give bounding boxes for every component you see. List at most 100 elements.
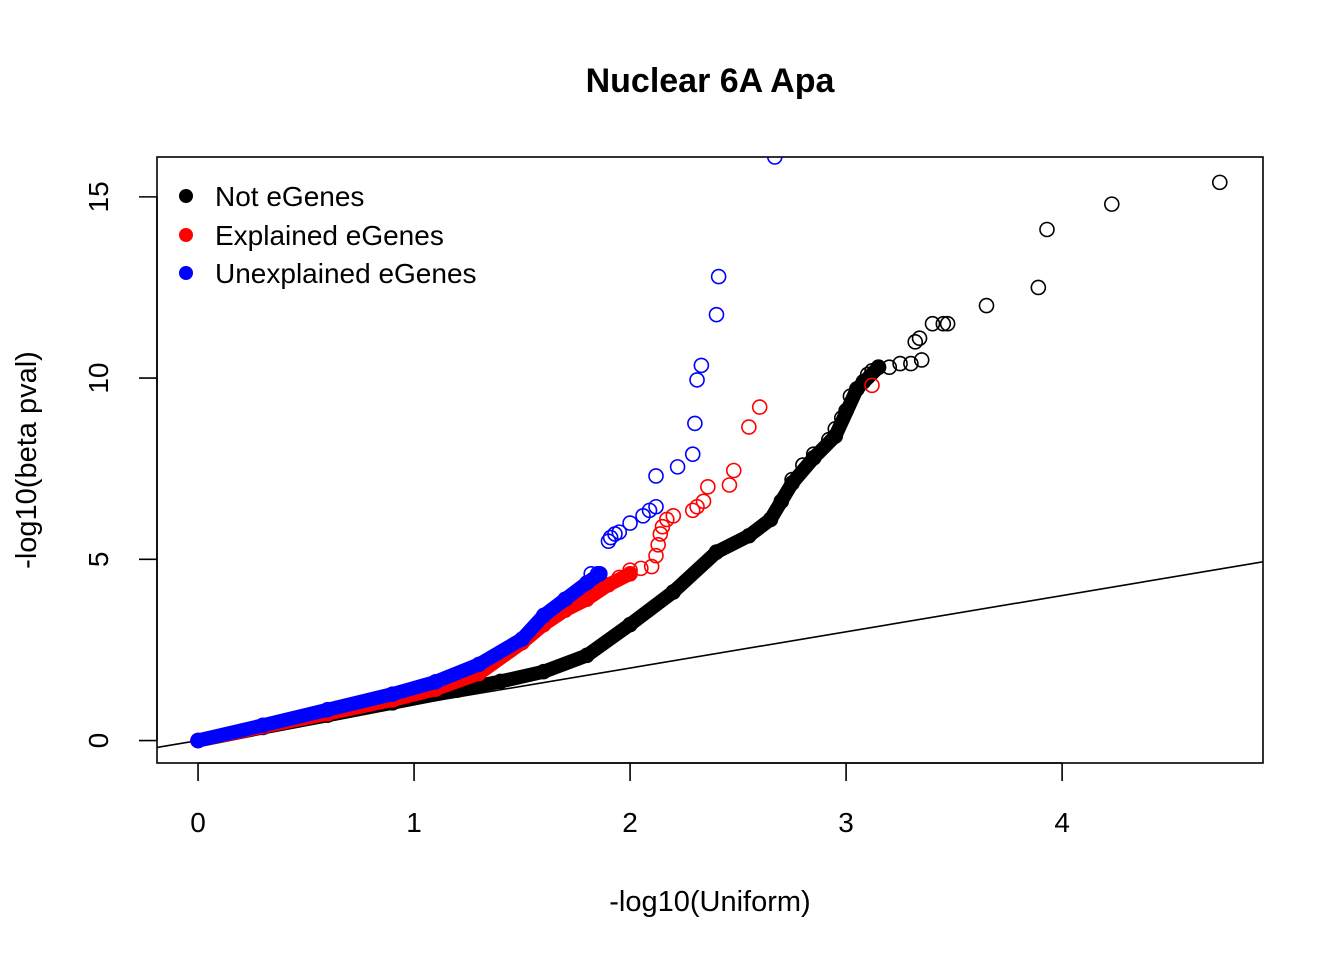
data-point (725, 462, 742, 479)
data-point (579, 591, 595, 607)
data-point (1211, 174, 1228, 191)
data-point (514, 631, 530, 647)
y-axis: 0 5 10 15 (83, 181, 158, 749)
data-point (583, 566, 599, 582)
data-point (935, 315, 952, 332)
y-tick-label: 0 (83, 733, 114, 749)
data-point (805, 446, 822, 463)
legend-marker-not-egenes (179, 189, 193, 203)
data-point (795, 457, 811, 473)
data-point (319, 701, 336, 718)
data-point (622, 515, 638, 531)
data-point (589, 566, 606, 582)
data-point (687, 415, 703, 432)
data-point (622, 616, 638, 633)
data-point (859, 366, 876, 383)
data-point (190, 732, 206, 749)
data-point (602, 529, 619, 546)
data-point (870, 359, 887, 376)
data-point (633, 560, 649, 577)
data-point (695, 493, 712, 510)
data-point (721, 477, 738, 493)
legend-label-explained-egenes: Explained eGenes (215, 220, 444, 251)
data-point (665, 584, 682, 600)
data-point (622, 562, 638, 578)
y-tick-label: 10 (83, 363, 114, 394)
data-point (741, 527, 757, 544)
series-explained-egenes (190, 377, 880, 749)
data-point (784, 471, 800, 488)
legend-label-not-egenes: Not eGenes (215, 181, 364, 212)
data-point (535, 607, 552, 624)
legend: Not eGenes Explained eGenes Unexplained … (179, 181, 477, 289)
data-point (665, 508, 682, 524)
chart-title: Nuclear 6A Apa (586, 62, 836, 100)
data-point (689, 372, 705, 388)
x-tick-label: 1 (406, 807, 422, 838)
series-unexplained-egenes (190, 157, 783, 749)
x-tick-label: 2 (622, 807, 638, 838)
data-point (864, 377, 880, 394)
data-point (978, 297, 995, 314)
data-point (708, 306, 725, 323)
legend-label-unexplained-egenes: Unexplained eGenes (215, 258, 477, 289)
x-tick-label: 3 (838, 807, 854, 838)
y-tick-label: 15 (83, 181, 114, 212)
x-tick-label: 4 (1054, 807, 1070, 838)
data-point (784, 475, 800, 491)
data-point (805, 450, 822, 466)
data-point (557, 591, 574, 607)
data-point (600, 576, 617, 593)
data-point (892, 355, 908, 372)
data-point (652, 526, 669, 542)
data-point (741, 419, 757, 435)
x-axis: 0 1 2 3 4 (190, 762, 1070, 838)
data-point (1039, 221, 1055, 238)
data-point (939, 315, 956, 332)
data-point (1103, 196, 1120, 212)
data-point (579, 575, 595, 591)
data-point (767, 157, 783, 165)
data-point (384, 686, 401, 702)
data-point (708, 544, 725, 560)
data-point (471, 656, 487, 673)
data-point (427, 674, 444, 690)
data-point (579, 647, 595, 664)
y-tick-label: 5 (83, 552, 114, 568)
data-point (648, 547, 664, 564)
data-point (648, 468, 664, 484)
legend-marker-explained-egenes (179, 228, 193, 242)
data-point (611, 569, 628, 586)
dense-points-not-egenes (191, 360, 886, 748)
data-point (903, 355, 919, 372)
points-layer (190, 157, 1228, 749)
data-point (924, 315, 941, 332)
legend-marker-unexplained-egenes (179, 266, 193, 280)
dense-points-unexplained-egenes (191, 566, 607, 748)
x-tick-label: 0 (190, 807, 206, 838)
data-point (1030, 279, 1047, 296)
data-point (535, 663, 552, 680)
data-point (255, 717, 271, 734)
data-point (492, 673, 509, 690)
data-point (684, 446, 701, 463)
data-point (762, 511, 779, 528)
data-point (913, 352, 930, 368)
data-point (648, 498, 664, 515)
data-point (650, 537, 666, 553)
x-axis-label: -log10(Uniform) (609, 886, 810, 918)
data-point (693, 357, 710, 374)
data-point (700, 479, 716, 495)
data-point (881, 359, 898, 376)
data-point (669, 459, 686, 475)
y-axis-label: -log10(beta pval) (11, 351, 43, 569)
data-point (751, 399, 768, 415)
data-point (907, 334, 924, 350)
data-point (710, 268, 727, 285)
data-point (643, 558, 660, 575)
data-point (838, 402, 854, 419)
data-point (611, 524, 628, 540)
data-point (684, 502, 701, 519)
